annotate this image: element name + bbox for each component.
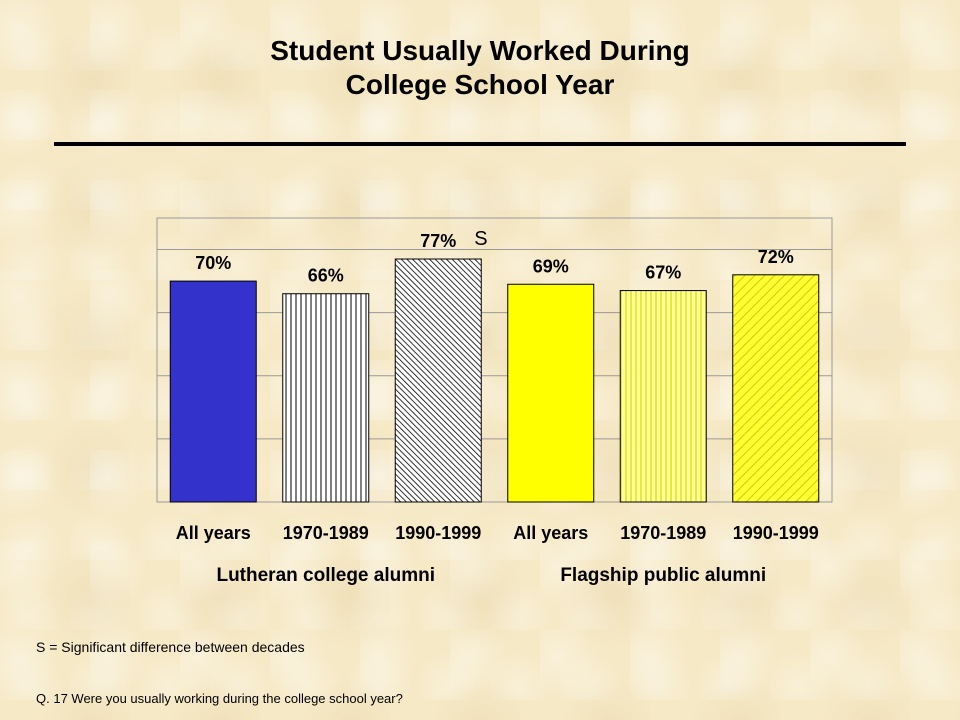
x-tick-label: All years [513,523,588,543]
group-labels: Lutheran college alumni Flagship public a… [216,565,766,586]
x-tick-label: 1970-1989 [283,523,369,543]
bar [619,290,707,503]
bar [282,293,370,503]
bar-chart: 70% 66% 77% 69% 67% 72% S All years 1970-1989 19… [156,217,833,586]
chart-title-line1: Student Usually Worked During [270,35,690,66]
x-tick-label: 1990-1999 [395,523,481,543]
value-label: 72% [758,247,794,267]
chart-title: Student Usually Worked During College Sc… [0,34,960,102]
bar [732,274,820,503]
value-label: 67% [645,263,681,283]
group-label: Flagship public alumni [560,565,766,586]
value-labels: 70% 66% 77% 69% 67% 72% S [195,228,794,286]
x-tick-label: 1990-1999 [733,523,819,543]
gridlines [157,249,832,440]
value-label: 66% [308,266,344,286]
value-label: 69% [533,256,569,276]
bar [394,258,482,503]
significance-annotation: S [474,228,487,250]
x-tick-label: All years [176,523,251,543]
plot-area [156,217,833,503]
value-label: 77% [420,231,456,251]
bars [169,258,820,503]
survey-question: Q. 17 Were you usually working during th… [36,691,403,706]
x-tick-labels: All years 1970-1989 1990-1999 All years 1970… [176,523,819,543]
x-tick-label: 1970-1989 [620,523,706,543]
value-label: 70% [195,253,231,273]
significance-note: S = Significant difference between decad… [36,639,305,655]
bar [169,280,257,503]
chart-title-line2: College School Year [345,69,615,100]
title-divider [54,142,906,146]
group-label: Lutheran college alumni [216,565,435,586]
bar [507,283,595,503]
